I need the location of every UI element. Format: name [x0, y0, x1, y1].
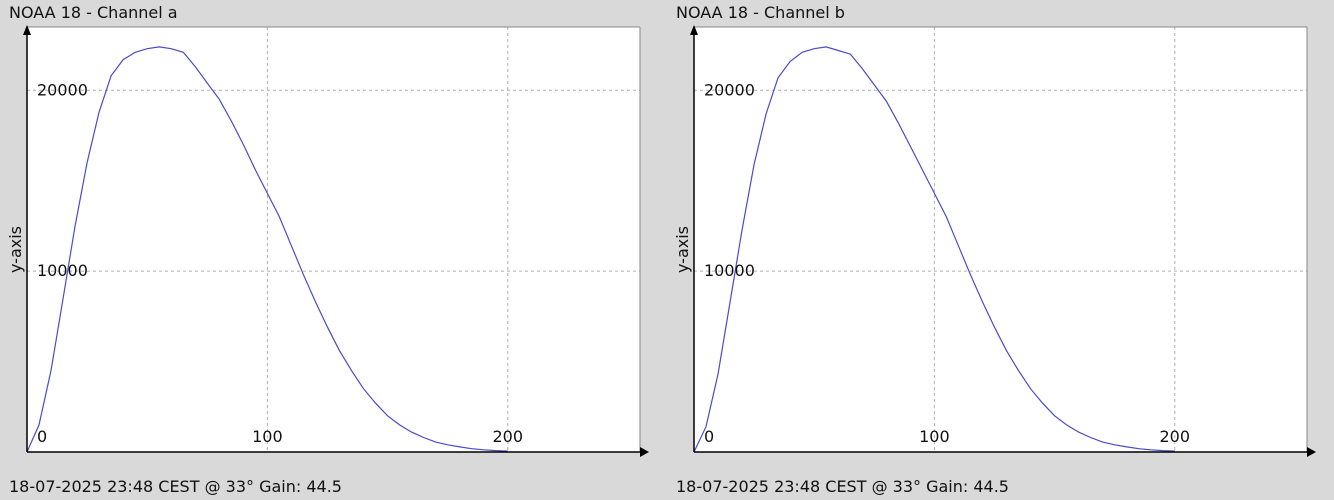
y-tick-label: 20000	[704, 80, 755, 99]
plot-area	[27, 27, 640, 452]
chart-footer: 18-07-2025 23:48 CEST @ 33° Gain: 44.5	[676, 477, 1009, 496]
chart-title: NOAA 18 - Channel a	[9, 3, 178, 22]
y-axis-arrow	[690, 25, 698, 35]
series-line	[693, 46, 1175, 453]
x-tick-label: 0	[704, 427, 714, 446]
x-tick-label: 0	[37, 427, 47, 446]
x-tick-label: 200	[1160, 427, 1191, 446]
y-axis-label: y-axis	[673, 226, 692, 273]
x-tick-label: 100	[919, 427, 950, 446]
y-axis-arrow	[23, 25, 31, 35]
y-tick-label: 10000	[704, 261, 755, 280]
chart-panel-b: NOAA 18 - Channel b 0 100 200 10000 20000 y-a…	[667, 0, 1334, 500]
chart-panel-a: NOAA 18 - Channel a 0 100 200 10000 20000 y-a…	[6, 3, 649, 496]
y-tick-label: 20000	[37, 80, 88, 99]
x-tick-label: 100	[252, 427, 283, 446]
chart-footer: 18-07-2025 23:48 CEST @ 33° Gain: 44.5	[9, 477, 342, 496]
series-line	[26, 46, 508, 453]
y-tick-label: 10000	[37, 261, 88, 280]
x-axis-arrow	[1307, 447, 1316, 457]
chart-b-svg: 0 100 200 10000 20000 y-axis	[673, 25, 1316, 457]
chart-a-svg: 0 100 200 10000 20000 y-axis	[6, 25, 649, 457]
x-tick-label: 200	[493, 427, 524, 446]
chart-title: NOAA 18 - Channel b	[676, 3, 845, 22]
x-axis-arrow	[640, 447, 649, 457]
plot-area	[694, 27, 1307, 452]
y-axis-label: y-axis	[6, 226, 25, 273]
